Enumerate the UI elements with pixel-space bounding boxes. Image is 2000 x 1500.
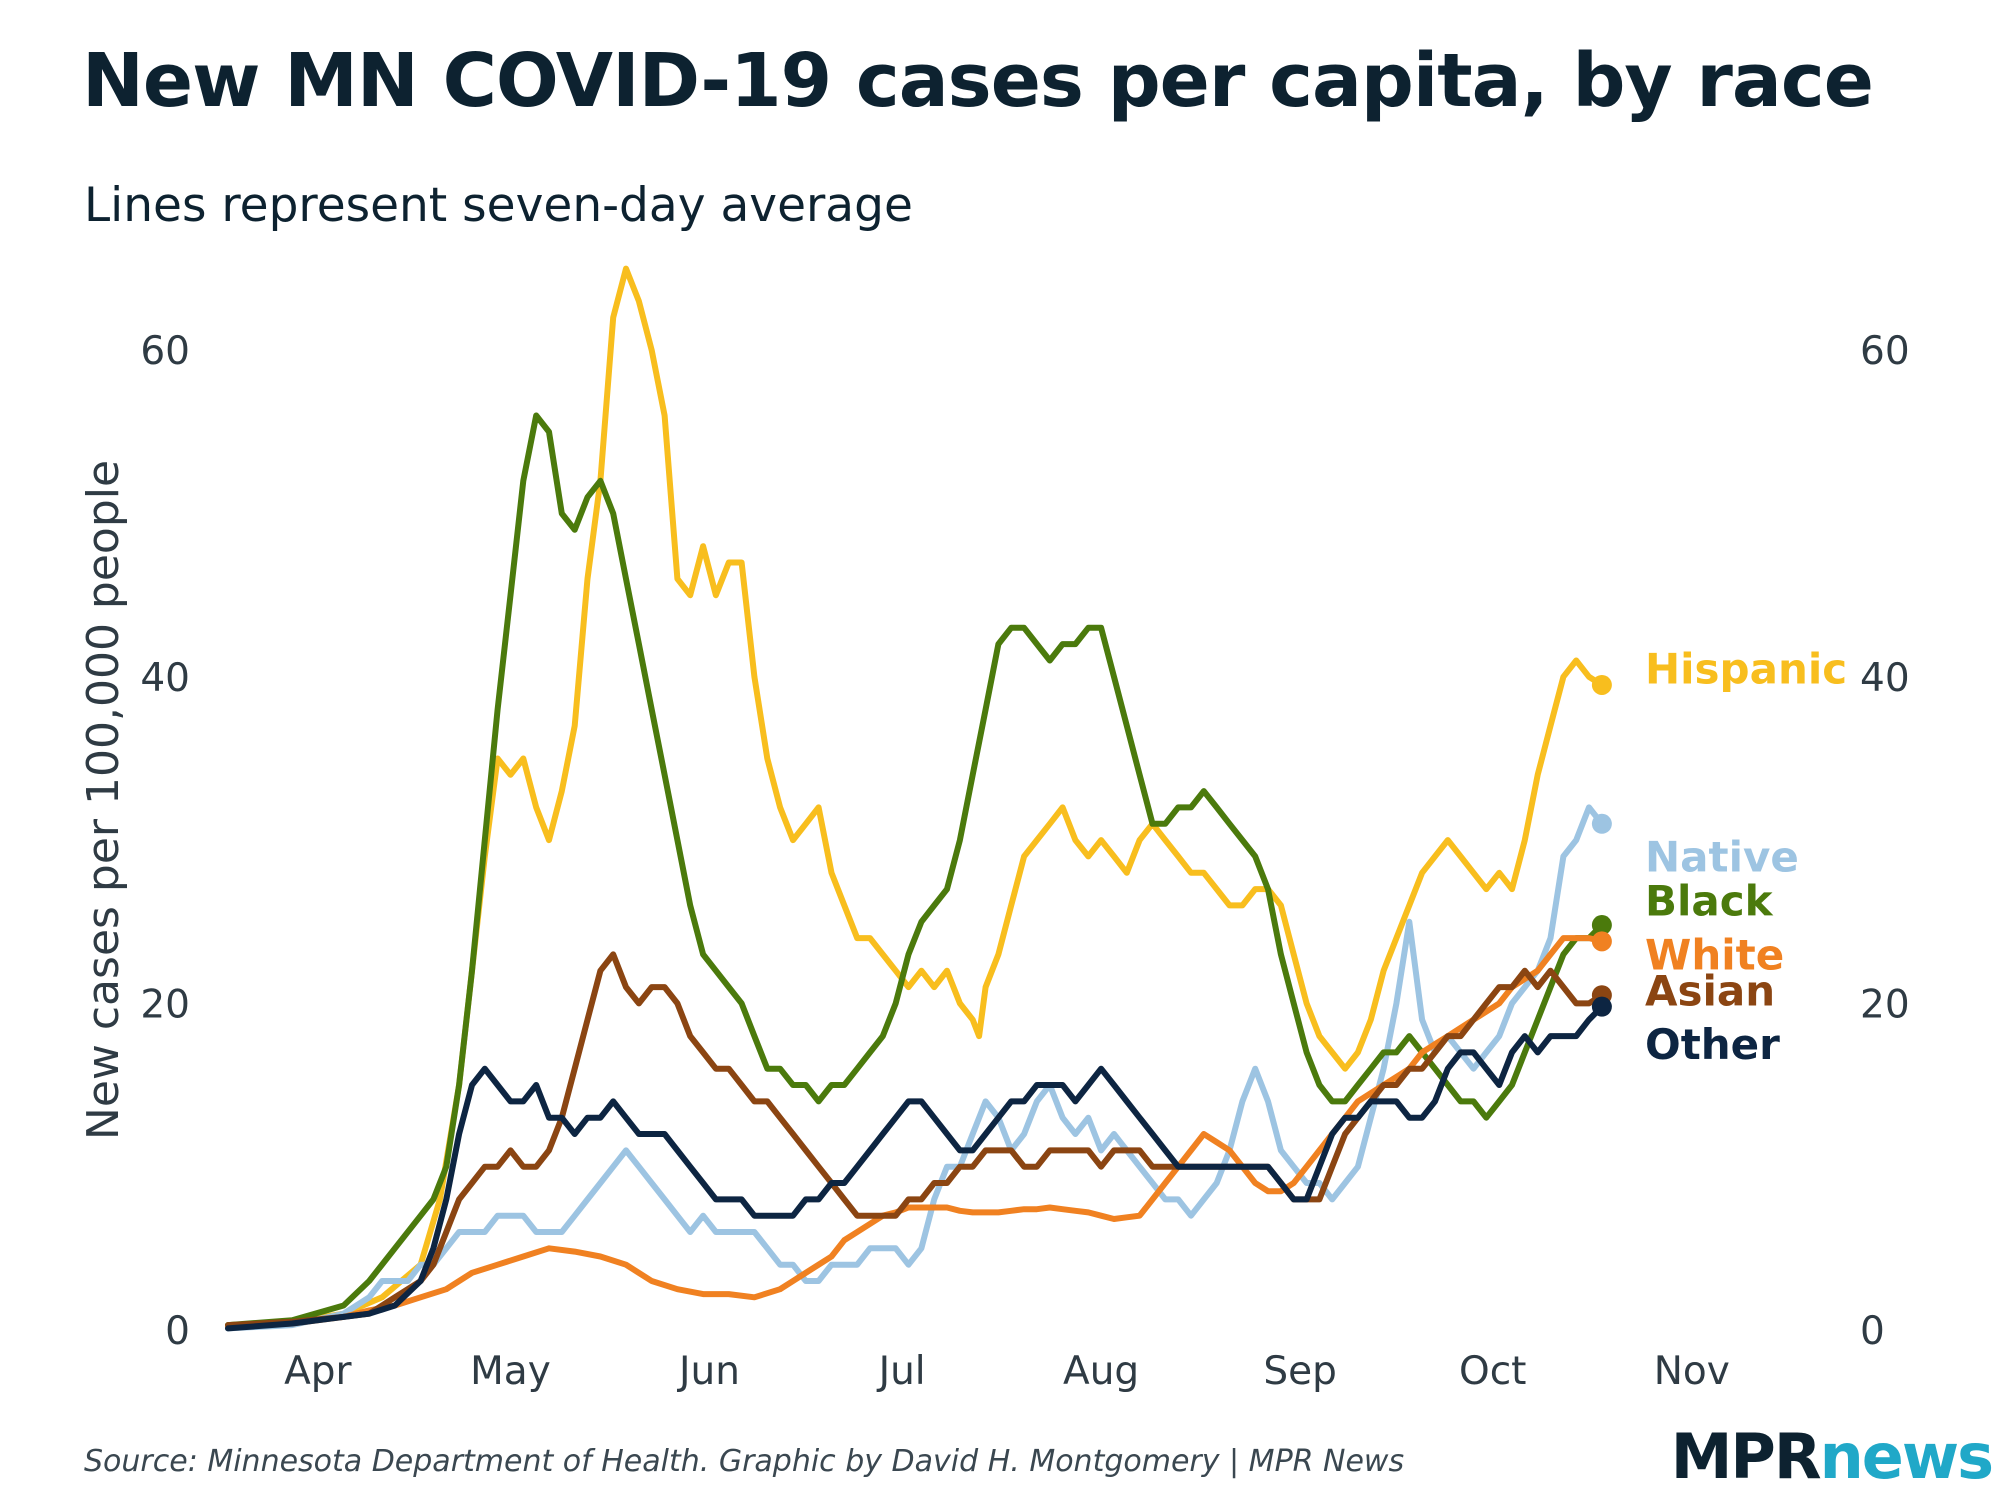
y-axis-label: New cases per 100,000 people [78,460,129,1140]
y-tick-left-60: 60 [140,329,190,374]
chart-title: New MN COVID-19 cases per capita, by rac… [82,38,1874,124]
series-label-white: White [1645,930,1784,979]
series-label-hispanic: Hispanic [1645,645,1847,694]
axis-ticks: 0 0 20 20 40 40 60 60 Apr May Jun Jul Aug Sep Oct Nov [140,329,1909,1394]
y-tick-right-20: 20 [1860,982,1910,1027]
logo-mpr: MPR [1670,1420,1822,1493]
x-tick-oct: Oct [1459,1349,1526,1394]
y-tick-right-40: 40 [1860,656,1910,701]
chart-subtitle: Lines represent seven-day average [84,178,913,233]
y-tick-left-0: 0 [165,1309,190,1354]
series-label-other: Other [1645,1020,1780,1069]
series-line-other [225,1003,1605,1332]
x-tick-jun: Jun [676,1349,740,1394]
logo-news: news [1819,1420,1994,1493]
series-line-black [225,412,1605,1329]
x-tick-nov: Nov [1654,1349,1730,1394]
y-tick-right-60: 60 [1860,329,1910,374]
series-label-asian: Asian [1645,966,1775,1015]
x-tick-sep: Sep [1263,1349,1337,1394]
series-endpoint-other [1591,996,1612,1017]
series-endpoint-hispanic [1591,674,1612,695]
source-note: Source: Minnesota Department of Health. … [84,1444,1405,1479]
x-tick-may: May [470,1349,551,1394]
series-lines [225,265,1612,1332]
series-line-asian [225,951,1605,1329]
y-tick-left-40: 40 [140,656,190,701]
x-tick-jul: Jul [876,1349,926,1394]
y-tick-right-0: 0 [1860,1309,1885,1354]
mpr-news-logo: MPRnews [1670,1420,1994,1493]
series-endpoint-white [1591,931,1612,952]
x-tick-apr: Apr [284,1349,352,1394]
series-line-hispanic [225,265,1605,1329]
series-label-native: Native [1645,832,1799,881]
series-label-black: Black [1645,877,1774,926]
series-line-white [225,935,1605,1330]
y-axis-label-group: New cases per 100,000 people [78,460,129,1140]
y-tick-left-20: 20 [140,982,190,1027]
series-endpoint-native [1591,813,1612,834]
series-endpoint-black [1591,915,1612,936]
x-tick-aug: Aug [1063,1349,1139,1394]
